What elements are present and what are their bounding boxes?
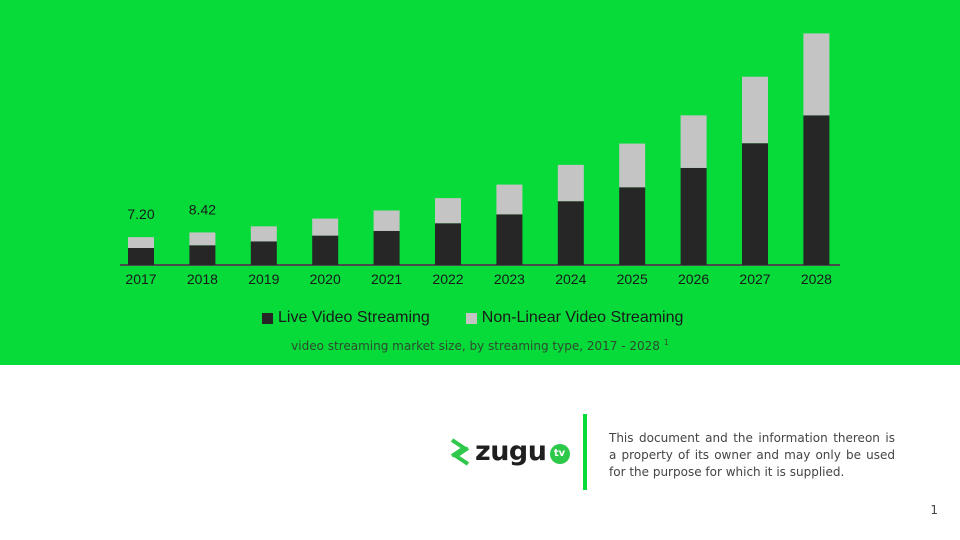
bar-non-linear-2026 bbox=[680, 115, 707, 168]
bar-non-linear-2019 bbox=[250, 226, 277, 242]
bar-non-linear-2021 bbox=[373, 210, 400, 231]
disclaimer-text: This document and the information thereo… bbox=[609, 431, 895, 479]
bar-live-2017 bbox=[128, 247, 154, 265]
bar-live-2024 bbox=[557, 201, 584, 265]
chart-caption: video streaming market size, by streamin… bbox=[0, 338, 960, 353]
caption-text: video streaming market size, by streamin… bbox=[291, 339, 660, 353]
x-tick-label-2024: 2024 bbox=[555, 271, 586, 287]
bar-live-2028 bbox=[803, 115, 830, 265]
legend-label-live: Live Video Streaming bbox=[278, 309, 430, 326]
x-tick-label-2019: 2019 bbox=[248, 271, 279, 287]
bar-non-linear-2020 bbox=[312, 218, 339, 236]
logo-tv-badge: tv bbox=[549, 443, 570, 464]
data-label-2018: 8.42 bbox=[189, 201, 216, 217]
footer-divider bbox=[583, 414, 587, 490]
bar-live-2021 bbox=[373, 230, 400, 265]
legend-item-non-linear: Non-Linear Video Streaming bbox=[465, 309, 684, 327]
chart-legend: Live Video Streaming Non-Linear Video St… bbox=[262, 307, 683, 329]
legend-label-non-linear: Non-Linear Video Streaming bbox=[481, 309, 684, 326]
bar-non-linear-2024 bbox=[557, 164, 584, 202]
x-tick-label-2021: 2021 bbox=[371, 271, 402, 287]
bar-non-linear-2027 bbox=[742, 76, 768, 144]
x-tick-label-2026: 2026 bbox=[678, 271, 709, 287]
stacked-bar-chart: 2017 2018 2019 2020 2021 2022 2023 2024 2025 2026… bbox=[120, 33, 840, 287]
legend-swatch-live bbox=[262, 312, 273, 324]
bar-live-2022 bbox=[435, 223, 461, 265]
bar-non-linear-2025 bbox=[619, 143, 646, 188]
bar-non-linear-2028 bbox=[803, 33, 830, 116]
bar-live-2025 bbox=[619, 187, 646, 265]
logo-wordmark: zugu bbox=[475, 436, 547, 467]
x-tick-label-2028: 2028 bbox=[801, 271, 832, 287]
data-label-2017: 7.20 bbox=[127, 206, 154, 222]
zugu-logo: zugu tv bbox=[448, 436, 570, 467]
bar-live-2019 bbox=[250, 241, 277, 265]
bar-live-2020 bbox=[312, 235, 339, 265]
x-tick-label-2022: 2022 bbox=[432, 271, 463, 287]
x-tick-label-2027: 2027 bbox=[739, 271, 770, 287]
chart-background-panel bbox=[0, 0, 960, 365]
legend-item-live: Live Video Streaming bbox=[262, 309, 430, 327]
x-tick-label-2023: 2023 bbox=[494, 271, 525, 287]
bar-live-2027 bbox=[742, 143, 768, 265]
x-tick-label-2020: 2020 bbox=[310, 271, 341, 287]
bar-live-2023 bbox=[496, 214, 523, 265]
page-number: 1 bbox=[930, 503, 938, 517]
x-tick-label-2018: 2018 bbox=[187, 271, 218, 287]
bar-non-linear-2018 bbox=[189, 232, 216, 246]
bar-non-linear-2022 bbox=[435, 198, 461, 224]
bar-live-2026 bbox=[680, 167, 707, 265]
zugu-arrow-icon bbox=[450, 437, 470, 466]
bar-non-linear-2017 bbox=[128, 237, 154, 248]
bar-non-linear-2023 bbox=[496, 184, 523, 215]
bar-live-2018 bbox=[189, 245, 216, 265]
x-tick-label-2025: 2025 bbox=[617, 271, 648, 287]
x-tick-label-2017: 2017 bbox=[125, 271, 156, 287]
legend-swatch-non-linear bbox=[465, 312, 477, 324]
caption-footnote: 1 bbox=[663, 338, 669, 347]
